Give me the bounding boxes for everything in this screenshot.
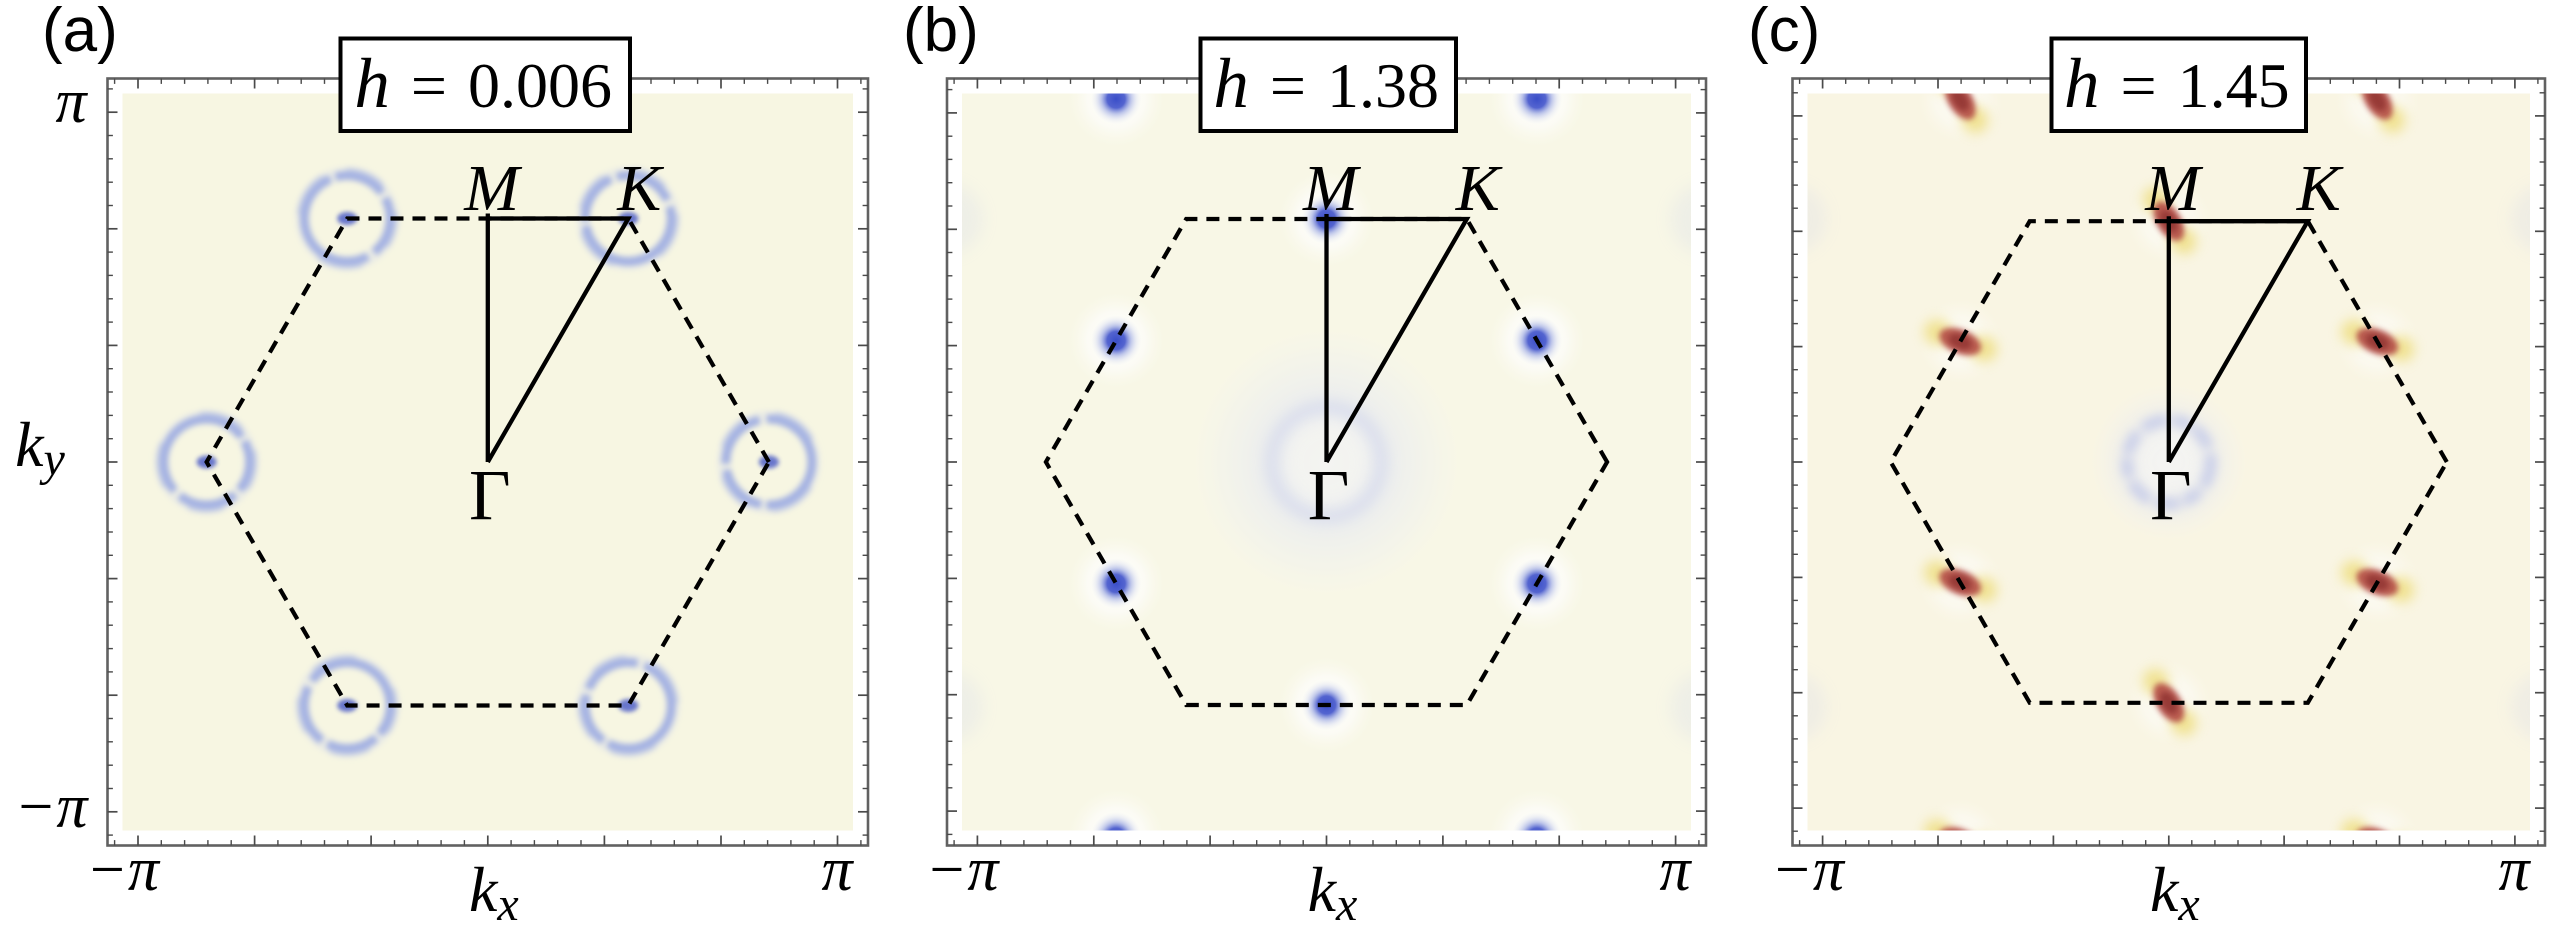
svg-text:kx: kx [1308, 854, 1358, 928]
svg-text:(a): (a) [42, 0, 118, 65]
svg-text:Γ: Γ [469, 455, 511, 535]
svg-text:(c): (c) [1748, 0, 1820, 65]
svg-text:−π: −π [15, 773, 90, 841]
svg-text:π: π [821, 836, 854, 904]
svg-text:ky: ky [15, 409, 65, 486]
svg-text:M: M [2144, 152, 2204, 225]
svg-text:−π: −π [1771, 836, 1846, 904]
svg-text:M: M [1302, 152, 1362, 225]
svg-text:K: K [2296, 152, 2344, 225]
svg-text:−π: −π [926, 836, 1001, 904]
svg-text:kx: kx [2150, 854, 2200, 928]
svg-text:−π: −π [86, 836, 161, 904]
svg-text:h = 0.006: h = 0.006 [354, 45, 612, 123]
svg-text:h = 1.38: h = 1.38 [1213, 45, 1439, 123]
svg-text:K: K [616, 152, 664, 225]
svg-text:kx: kx [469, 854, 519, 928]
svg-text:π: π [2498, 836, 2531, 904]
svg-text:K: K [1455, 152, 1503, 225]
svg-text:(b): (b) [903, 0, 979, 65]
svg-text:π: π [55, 68, 88, 136]
svg-text:h = 1.45: h = 1.45 [2064, 45, 2290, 123]
svg-text:π: π [1659, 836, 1692, 904]
svg-text:Γ: Γ [1308, 455, 1350, 535]
svg-text:Γ: Γ [2150, 455, 2192, 535]
svg-text:M: M [463, 152, 523, 225]
